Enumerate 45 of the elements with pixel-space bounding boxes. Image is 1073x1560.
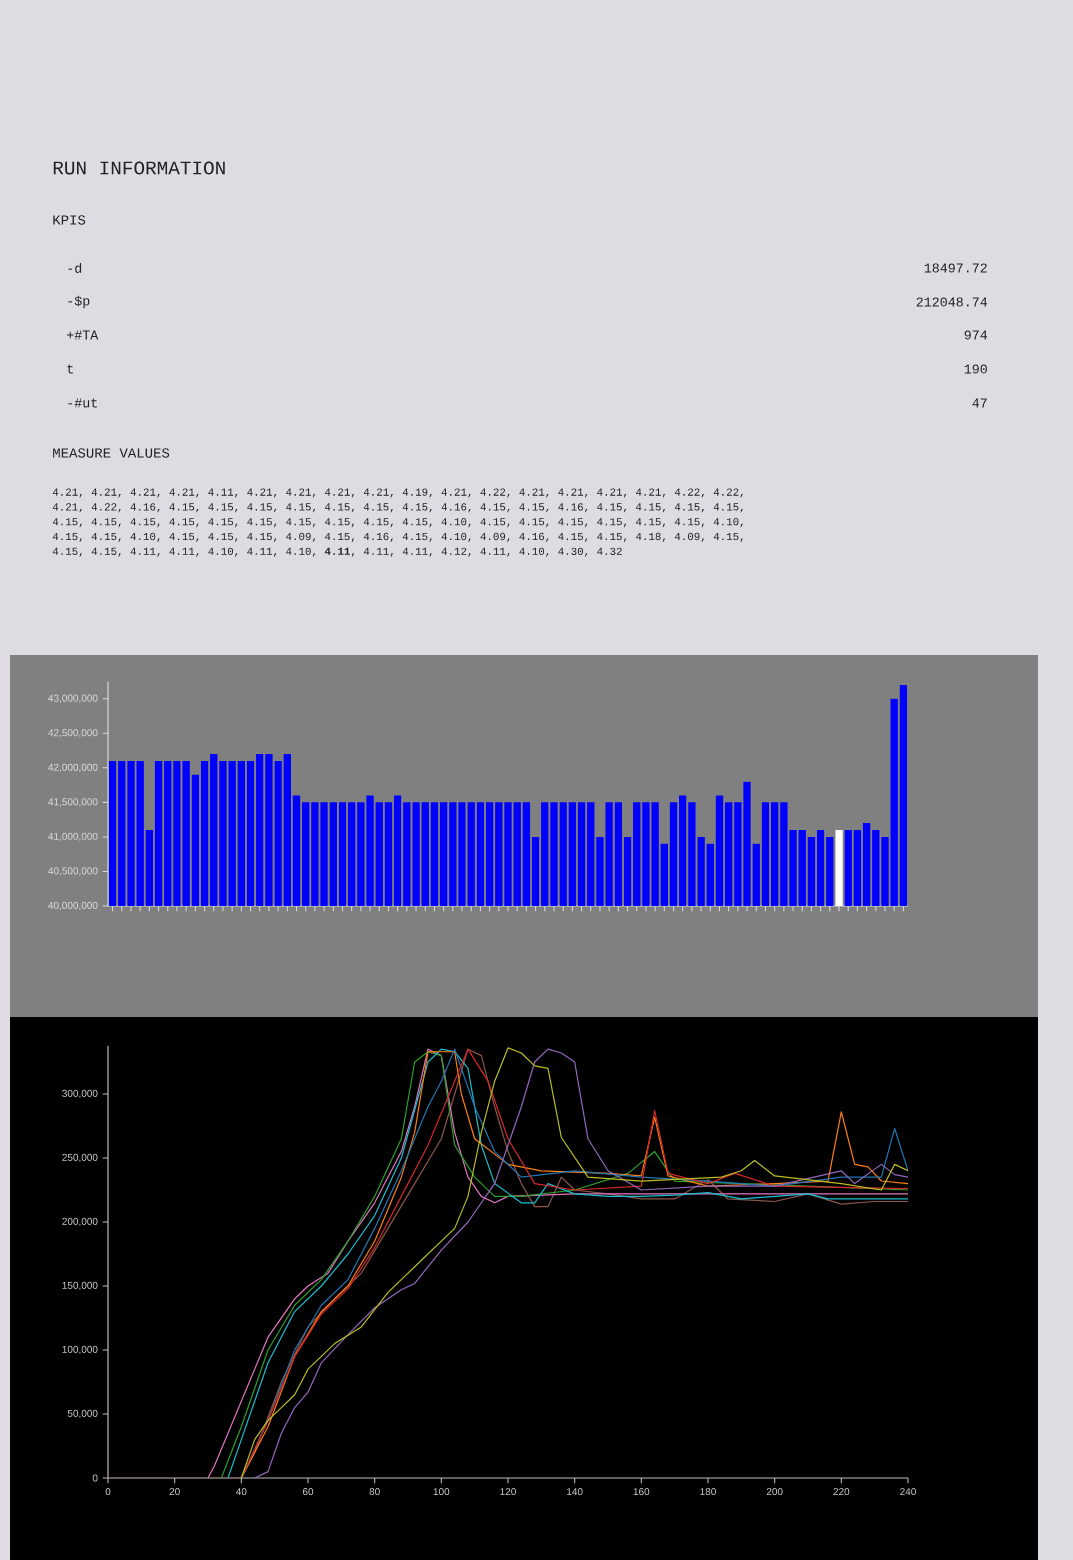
text: 190 [964,364,987,374]
y-tick-label: 0 [92,1474,98,1482]
y-tick-label: 40,000,000 [48,901,98,911]
x-tick-label: 240 [900,1488,916,1496]
text: 18497.72 [924,263,987,273]
y-tick-label: 100,000 [62,1345,98,1355]
text: t [67,364,73,374]
text: 212048.74 [916,297,988,307]
x-tick-label: 80 [369,1488,380,1496]
text: RUN INFORMATION [53,161,225,175]
text: -d [68,263,82,273]
x-tick-label: 160 [633,1488,650,1496]
x-tick-label: 20 [169,1488,180,1496]
y-tick-label: 43,000,000 [48,694,98,703]
x-tick-label: 60 [302,1488,314,1496]
text: 4.15, 4.15, 4.15, 4.15, 4.15, 4.15, 4.15, 4.15, 4.15, 4.15, 4.10, 4.15, 4.15, 4.15, 4.15, 4.15, 4.15, 4.10, [52,518,743,528]
y-tick-label: 41,500,000 [48,798,98,807]
text: KPIS [53,215,86,225]
text: 4.21, 4.21, 4.21, 4.21, 4.11, 4.21, 4.21, 4.21, 4.21, 4.19, 4.21, 4.22, 4.21, 4.21, 4.21, 4.21, 4.22, 4.22, [52,488,743,498]
x-tick-label: 180 [700,1488,716,1496]
x-tick-label: 120 [500,1488,516,1496]
x-tick-label: 100 [433,1488,450,1496]
y-tick-label: 41,000,000 [48,832,98,842]
text: -$p [68,295,90,309]
x-tick-label: 40 [236,1488,247,1496]
text: 974 [964,330,988,340]
y-tick-label: 250,000 [62,1153,98,1163]
text: -#ut [68,398,97,408]
y-tick-label: 150,000 [62,1281,98,1291]
text: 4.15, 4.15, 4.10, 4.15, 4.15, 4.15, 4.09, 4.15, 4.16, 4.15, 4.10, 4.09, 4.16, 4.15, 4.15, 4.18, 4.09, 4.15, [52,532,743,542]
y-tick-label: 42,500,000 [48,729,98,738]
y-tick-label: 200,000 [62,1217,98,1227]
y-tick-label: 42,000,000 [48,763,98,772]
x-tick-label: 0 [105,1488,111,1496]
x-tick-label: 140 [567,1488,583,1496]
text: 47 [972,398,987,408]
text: MEASURE VALUES [53,448,170,458]
text: +#TA [67,330,99,340]
y-tick-label: 50,000 [67,1409,98,1419]
text: 4.21, 4.22, 4.16, 4.15, 4.15, 4.15, 4.15, 4.15, 4.15, 4.15, 4.16, 4.15, 4.15, 4.16, 4.15, 4.15, 4.15, 4.15, [52,503,743,513]
y-tick-label: 300,000 [62,1089,98,1099]
text: 4.15, 4.15, 4.11, 4.11, 4.10, 4.11, 4.10, 4.11, 4.11, 4.11, 4.12, 4.11, 4.10, 4.30, 4.32 [52,547,622,557]
x-tick-label: 200 [766,1488,783,1496]
y-tick-label: 40,500,000 [48,867,98,876]
x-tick-label: 220 [833,1488,850,1496]
